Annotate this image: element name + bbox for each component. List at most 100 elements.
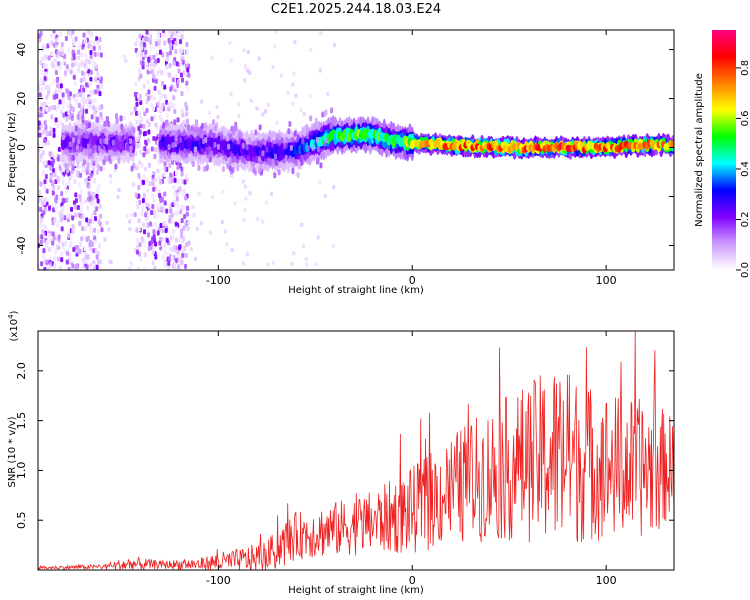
noise-cell	[65, 64, 69, 70]
noise-cell	[220, 220, 224, 225]
noise-cell	[137, 109, 141, 114]
noise-cell	[133, 91, 137, 97]
ridge-cell	[93, 144, 97, 151]
ridge-cell	[213, 141, 217, 148]
ridge-cell	[234, 124, 238, 131]
noise-cell	[54, 179, 58, 185]
ridge-cell	[177, 129, 181, 136]
noise-cell	[140, 41, 144, 47]
noise-cell	[146, 188, 150, 193]
noise-cell	[92, 40, 96, 46]
noise-cell	[90, 91, 94, 97]
ridge-cell	[71, 164, 75, 171]
noise-cell	[167, 177, 171, 183]
noise-cell	[134, 192, 138, 198]
ridge-cell	[319, 162, 323, 169]
noise-cell	[57, 195, 61, 201]
noise-cell	[97, 183, 101, 189]
noise-cell	[64, 111, 68, 117]
ridge-cell	[272, 131, 276, 138]
noise-cell	[287, 168, 291, 173]
noise-cell	[84, 82, 88, 88]
snr-panel: -100 0 100 0.5 1.0 1.5 2.0 Height of straight …	[7, 310, 675, 596]
noise-cell	[172, 103, 176, 109]
noise-cell	[279, 73, 283, 78]
noise-cell	[59, 83, 63, 89]
noise-cell	[116, 195, 120, 200]
noise-cell	[136, 249, 140, 255]
ridge-cell	[125, 143, 129, 150]
noise-cell	[90, 201, 94, 207]
noise-cell	[52, 105, 56, 111]
spectrogram-marks	[38, 30, 674, 270]
noise-cell	[41, 170, 45, 176]
noise-cell	[98, 203, 102, 209]
noise-cell	[180, 91, 184, 97]
noise-cell	[185, 80, 189, 86]
noise-cell	[180, 228, 184, 234]
ridge-cell	[296, 172, 300, 179]
noise-cell	[52, 168, 56, 174]
noise-cell	[69, 257, 73, 263]
ridge-cell	[205, 164, 209, 171]
noise-cell	[143, 36, 147, 42]
ridge-cell	[212, 132, 216, 139]
ridge-cell	[70, 115, 74, 122]
noise-cell	[141, 205, 145, 211]
noise-cell	[174, 40, 178, 46]
noise-cell	[43, 138, 47, 144]
noise-cell	[170, 255, 174, 261]
noise-cell	[65, 197, 69, 203]
noise-cell	[55, 194, 59, 200]
noise-cell	[130, 213, 134, 218]
noise-cell	[140, 45, 144, 51]
noise-cell	[199, 221, 203, 226]
noise-cell	[137, 226, 141, 232]
noise-cell	[147, 129, 151, 135]
noise-cell	[134, 81, 138, 87]
noise-cell	[173, 199, 177, 205]
noise-cell	[148, 39, 152, 45]
noise-cell	[223, 229, 227, 234]
noise-cell	[156, 31, 160, 37]
noise-cell	[179, 209, 183, 215]
snr-xlabel: Height of straight line (km)	[288, 585, 424, 596]
noise-cell	[63, 215, 67, 221]
noise-cell	[44, 174, 48, 180]
noise-cell	[177, 68, 181, 74]
noise-cell	[243, 78, 247, 83]
noise-cell	[52, 127, 56, 133]
noise-cell	[152, 186, 156, 192]
noise-cell	[248, 70, 252, 75]
noise-cell	[149, 45, 153, 51]
ridge-cell	[275, 132, 279, 139]
noise-cell	[166, 251, 170, 257]
noise-cell	[165, 99, 169, 105]
noise-cell	[168, 30, 172, 35]
noise-cell	[154, 254, 158, 260]
noise-cell	[96, 71, 100, 76]
noise-cell	[138, 33, 142, 39]
ridge-cell	[305, 133, 309, 140]
noise-cell	[75, 93, 79, 99]
noise-cell	[122, 54, 126, 59]
noise-cell	[57, 234, 61, 240]
noise-cell	[230, 173, 234, 178]
noise-cell	[181, 56, 185, 61]
noise-cell	[152, 245, 156, 251]
noise-cell	[42, 63, 46, 69]
noise-cell	[309, 94, 313, 99]
noise-cell	[215, 104, 219, 109]
noise-cell	[57, 146, 61, 152]
noise-cell	[108, 259, 112, 264]
noise-cell	[65, 259, 69, 265]
noise-cell	[96, 187, 100, 193]
ridge-cell	[291, 167, 295, 174]
ridge-cell	[273, 172, 277, 179]
noise-cell	[71, 263, 75, 269]
noise-cell	[38, 132, 42, 138]
noise-cell	[66, 168, 70, 174]
noise-cell	[151, 180, 155, 186]
ridge-cell	[227, 143, 231, 150]
noise-cell	[168, 162, 172, 168]
